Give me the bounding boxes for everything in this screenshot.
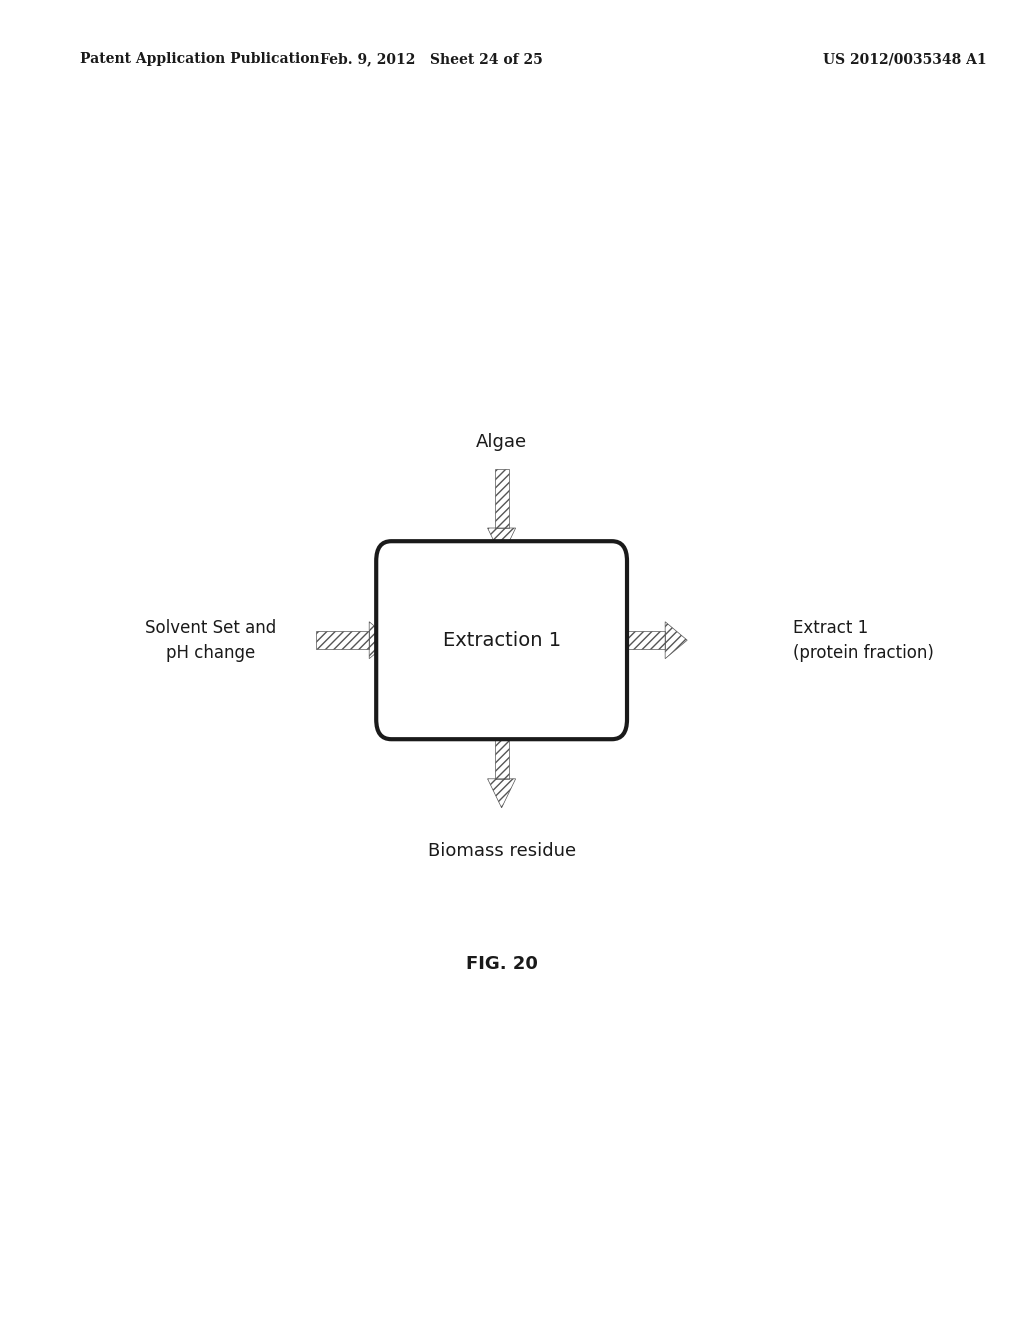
Text: Solvent Set and
pH change: Solvent Set and pH change xyxy=(145,619,276,661)
Text: US 2012/0035348 A1: US 2012/0035348 A1 xyxy=(822,53,986,66)
Text: Feb. 9, 2012   Sheet 24 of 25: Feb. 9, 2012 Sheet 24 of 25 xyxy=(321,53,543,66)
Text: Algae: Algae xyxy=(476,433,527,451)
Text: Biomass residue: Biomass residue xyxy=(428,842,575,861)
Bar xyxy=(495,469,509,528)
FancyBboxPatch shape xyxy=(376,541,627,739)
Text: Extract 1
(protein fraction): Extract 1 (protein fraction) xyxy=(793,619,934,661)
Text: Patent Application Publication: Patent Application Publication xyxy=(80,53,319,66)
Bar xyxy=(316,631,370,649)
Text: FIG. 20: FIG. 20 xyxy=(466,954,538,973)
Bar xyxy=(495,722,509,779)
Text: Extraction 1: Extraction 1 xyxy=(442,631,561,649)
Bar xyxy=(612,631,666,649)
